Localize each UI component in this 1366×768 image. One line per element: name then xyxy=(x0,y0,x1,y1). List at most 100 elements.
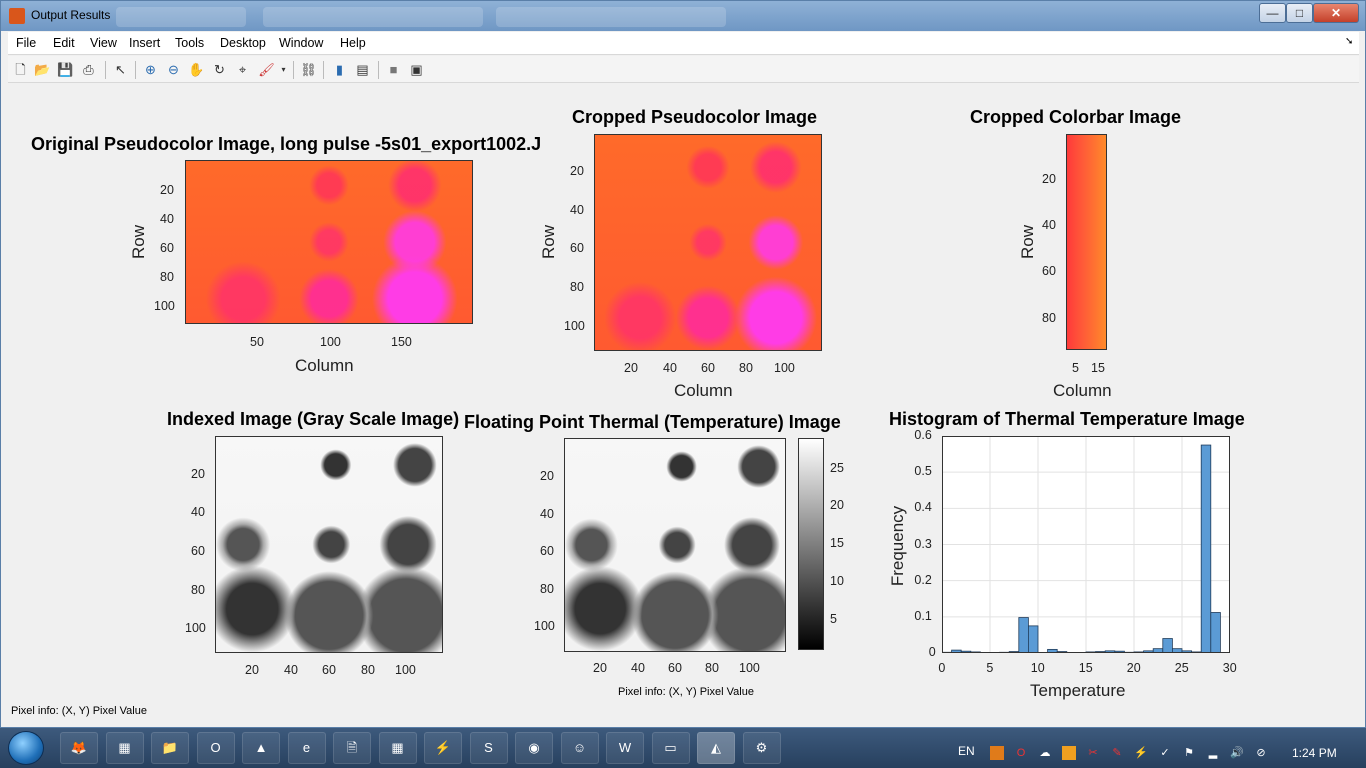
ytick: 60 xyxy=(1042,264,1056,278)
menu-view[interactable]: View xyxy=(90,36,117,50)
colorbar-icon[interactable]: ▮ xyxy=(335,62,344,77)
menu-insert[interactable]: Insert xyxy=(129,36,161,50)
cropped-colorbar-image[interactable] xyxy=(1066,134,1107,350)
colorbar-tick: 15 xyxy=(830,536,844,550)
window-icon[interactable]: ▭ xyxy=(651,732,690,764)
winamp-icon[interactable]: ⚡ xyxy=(424,732,462,764)
histogram-bar[interactable] xyxy=(1028,625,1039,653)
ytick: 60 xyxy=(570,241,584,255)
histogram-xtick: 15 xyxy=(1078,661,1093,675)
open-icon[interactable]: 📂 xyxy=(34,62,51,77)
tray-app-icon[interactable] xyxy=(990,746,1004,760)
close-button[interactable]: ✕ xyxy=(1313,3,1359,23)
colorbar-tick: 25 xyxy=(830,461,844,475)
tools-icon[interactable]: ⚙ xyxy=(742,732,781,764)
xtick: 100 xyxy=(320,335,341,349)
cropped-xlabel: Column xyxy=(674,381,733,400)
language-indicator[interactable]: EN xyxy=(958,744,975,758)
cropped-pseudocolor-image[interactable] xyxy=(594,134,822,351)
cropped-ylabel: Row xyxy=(539,224,559,260)
xtick: 150 xyxy=(391,335,412,349)
menu-edit[interactable]: Edit xyxy=(53,36,75,50)
histogram-bar[interactable] xyxy=(1162,638,1173,653)
word-icon[interactable]: W xyxy=(606,732,644,764)
zoom-out-icon[interactable]: ⊖ xyxy=(168,62,179,77)
folder-icon[interactable]: 📁 xyxy=(151,732,189,764)
ytick: 20 xyxy=(191,467,205,481)
xtick: 50 xyxy=(250,335,264,349)
rotate-icon[interactable]: ↻ xyxy=(214,62,225,77)
menu-tools[interactable]: Tools xyxy=(175,36,205,50)
select-arrow-icon[interactable]: ↖ xyxy=(115,62,126,77)
android-icon[interactable]: ☺ xyxy=(560,732,599,764)
taskbar: 🦊 ▦ 📁 O ▲ e 🗎 ▦ ⚡ S ◉ ☺ W ▭ ◭ ⚙ xyxy=(0,728,1366,768)
clock[interactable]: 1:24 PM xyxy=(1292,746,1337,760)
brush-icon[interactable]: 🖌 xyxy=(258,62,275,77)
dock-arrow-icon[interactable]: ➘ xyxy=(1345,36,1354,47)
histogram-xtick: 10 xyxy=(1030,661,1045,675)
minimize-button[interactable]: — xyxy=(1259,3,1286,23)
start-button[interactable] xyxy=(8,731,44,765)
pan-icon[interactable]: ✋ xyxy=(188,62,205,77)
tray-app-icon[interactable]: ⚡ xyxy=(1134,747,1148,759)
firefox-icon[interactable]: 🦊 xyxy=(60,732,98,764)
histogram-ytick: 0.4 xyxy=(914,500,932,515)
thermal-temperature-image[interactable] xyxy=(564,438,786,652)
indexed-gray-image[interactable] xyxy=(215,436,443,653)
maximize-button[interactable]: □ xyxy=(1286,3,1313,23)
tray-cloud-icon[interactable]: ☁ xyxy=(1039,747,1051,759)
histogram-bar[interactable] xyxy=(1018,617,1029,653)
zoom-in-icon[interactable]: ⊕ xyxy=(145,62,156,77)
xtick: 20 xyxy=(245,663,259,677)
tasks-icon[interactable]: ▦ xyxy=(378,732,417,764)
menu-desktop[interactable]: Desktop xyxy=(220,36,266,50)
ytick: 100 xyxy=(534,619,555,633)
matlab-icon[interactable]: ◭ xyxy=(697,732,735,764)
menu-help[interactable]: Help xyxy=(340,36,366,50)
temperature-colorbar[interactable] xyxy=(798,438,824,650)
background-tab xyxy=(116,7,246,27)
opera-icon[interactable]: O xyxy=(196,732,235,764)
tray-app-icon[interactable]: ✎ xyxy=(1112,747,1122,759)
document-icon[interactable]: 🗎 xyxy=(333,732,371,764)
opera-tray-icon[interactable]: O xyxy=(1016,747,1026,759)
chrome-icon[interactable]: ◉ xyxy=(515,732,553,764)
tray-app-icon[interactable]: ✓ xyxy=(1160,747,1170,759)
histogram-bar[interactable] xyxy=(1210,612,1221,653)
skype-icon[interactable]: S xyxy=(469,732,508,764)
hide-plot-tools-icon[interactable]: ■ xyxy=(389,62,398,77)
histogram-bar[interactable] xyxy=(1200,444,1212,653)
link-icon[interactable]: ⛓ xyxy=(300,62,317,77)
tray-network-icon[interactable]: ⊘ xyxy=(1256,747,1266,759)
menu-window[interactable]: Window xyxy=(279,36,324,50)
toolbar-separator xyxy=(323,61,324,79)
original-pseudocolor-image[interactable] xyxy=(185,160,473,324)
legend-icon[interactable]: ▤ xyxy=(356,62,369,77)
histogram-plot[interactable] xyxy=(942,436,1230,653)
ie-icon[interactable]: e xyxy=(287,732,326,764)
tray-app-icon[interactable]: ✂ xyxy=(1088,747,1098,759)
action-center-flag-icon[interactable]: ⚑ xyxy=(1184,747,1194,759)
menu-file[interactable]: File xyxy=(16,36,37,50)
new-figure-icon[interactable]: 🗋 xyxy=(15,62,26,77)
colorbar-tick: 5 xyxy=(830,612,837,626)
xtick: 5 xyxy=(1072,361,1079,375)
ytick: 20 xyxy=(570,164,584,178)
brush-dropdown-icon[interactable]: ▾ xyxy=(281,65,286,74)
histogram-xlabel: Temperature xyxy=(1030,681,1126,700)
volume-icon[interactable]: 🔊 xyxy=(1230,747,1244,759)
save-icon[interactable]: 💾 xyxy=(57,62,74,77)
data-cursor-icon[interactable]: ⌖ xyxy=(238,62,247,77)
toolbar: 🗋 📂 💾 ⎙ ↖ ⊕ ⊖ ✋ ↻ ⌖ 🖌 ▾ ⛓ ▮ ▤ ■ ▣ xyxy=(8,56,1359,83)
print-icon[interactable]: ⎙ xyxy=(83,62,94,77)
show-plot-tools-icon[interactable]: ▣ xyxy=(410,62,423,77)
colorbar-xlabel: Column xyxy=(1053,381,1112,400)
vlc-icon[interactable]: ▲ xyxy=(242,732,280,764)
axes-box xyxy=(942,436,1230,653)
tray-app-icon[interactable] xyxy=(1062,746,1076,760)
explorer-icon[interactable]: ▦ xyxy=(105,732,144,764)
histogram-ytick: 0.1 xyxy=(914,608,932,623)
ytick: 60 xyxy=(540,544,554,558)
background-tab xyxy=(496,7,726,27)
network-icon[interactable]: ▂ xyxy=(1208,747,1218,759)
